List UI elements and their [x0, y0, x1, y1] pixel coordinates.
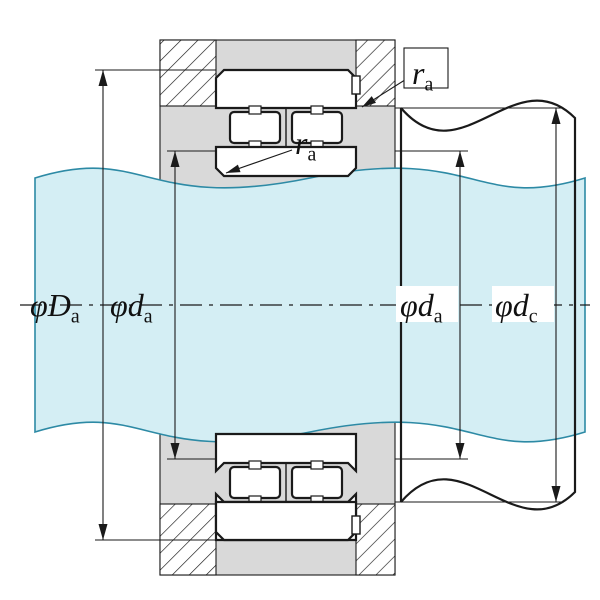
- label-Da: φDa: [30, 287, 80, 328]
- label-da-right: φda: [400, 287, 443, 328]
- label-dc: φdc: [495, 287, 538, 328]
- label-da-left: φda: [110, 287, 153, 328]
- label-ra-inner: ra: [295, 125, 316, 166]
- label-ra-outer: ra: [412, 55, 433, 96]
